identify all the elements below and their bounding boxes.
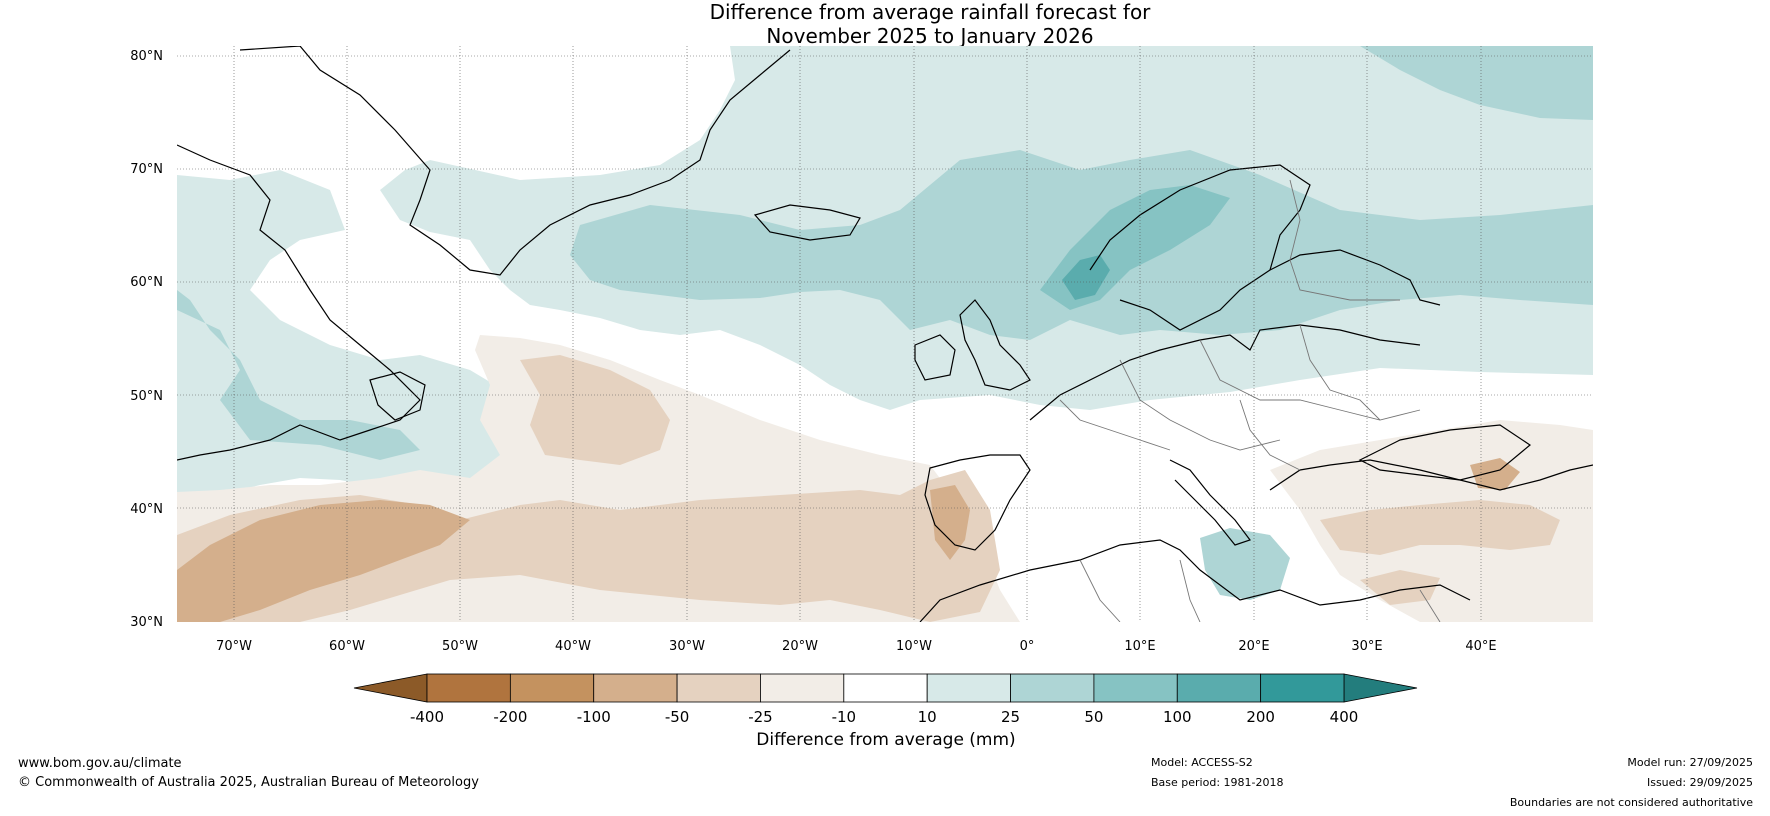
colorbar-tick-label: 50 bbox=[1084, 708, 1103, 726]
wet-region-mediterranean bbox=[1200, 528, 1290, 600]
lon-label: 40°E bbox=[1465, 639, 1496, 654]
colorbar-max-arrow bbox=[1343, 673, 1418, 703]
lon-label: 40°W bbox=[555, 639, 591, 654]
colorbar-tick-label: -25 bbox=[748, 708, 773, 726]
lon-label: 10°W bbox=[896, 639, 932, 654]
lon-label: 30°E bbox=[1351, 639, 1382, 654]
black-sea-coast bbox=[1358, 424, 1532, 481]
colorbar-tick-label: -200 bbox=[493, 708, 527, 726]
map-fill-layer bbox=[177, 46, 1593, 622]
colorbar-label: Difference from average (mm) bbox=[756, 730, 1015, 750]
lat-label: 80°N bbox=[130, 49, 163, 64]
europe-coast bbox=[1029, 324, 1421, 421]
dry-region-turkey bbox=[1320, 500, 1560, 555]
colorbar-bin bbox=[593, 673, 678, 703]
footer-issue-info: Model run: 27/09/2025 Issued: 29/09/2025… bbox=[1510, 753, 1753, 813]
greece-turkey-coast bbox=[1269, 459, 1593, 491]
chart-title: Difference from average rainfall forecas… bbox=[0, 0, 1770, 48]
colorbar-bin bbox=[509, 673, 595, 703]
model-run-date: Model run: 27/09/2025 bbox=[1627, 756, 1753, 769]
colorbar-bin bbox=[426, 673, 511, 703]
lon-label: 70°W bbox=[216, 639, 252, 654]
canada-coast bbox=[177, 144, 421, 461]
lon-label: 50°W bbox=[442, 639, 478, 654]
country-borders bbox=[1059, 179, 1441, 622]
dry-region-levant bbox=[1360, 570, 1440, 605]
lat-label: 50°N bbox=[130, 389, 163, 404]
dry-region-central-atlantic bbox=[520, 355, 670, 465]
graticule bbox=[177, 46, 1593, 622]
wet-region-norway-core bbox=[1062, 255, 1110, 300]
lat-label: 60°N bbox=[130, 275, 163, 290]
footer-left: www.bom.gov.au/climate © Commonwealth of… bbox=[18, 754, 479, 792]
colorbar-bin bbox=[1010, 673, 1095, 703]
colorbar-tick-label: -400 bbox=[410, 708, 444, 726]
lat-label: 30°N bbox=[130, 615, 163, 630]
colorbar-bin bbox=[1176, 673, 1262, 703]
colorbar-tick-label: 100 bbox=[1163, 708, 1192, 726]
lon-label: 20°W bbox=[782, 639, 818, 654]
ireland-coast bbox=[914, 334, 956, 381]
uk-coast bbox=[959, 299, 1031, 391]
wet-region-arctic bbox=[1360, 46, 1593, 120]
italy-coast bbox=[1169, 459, 1251, 546]
colorbar-tick-label: 25 bbox=[1001, 708, 1020, 726]
issued-date: Issued: 29/09/2025 bbox=[1646, 776, 1753, 789]
colorbar-min-arrow bbox=[353, 673, 428, 703]
colorbar-tick-label: 400 bbox=[1330, 708, 1359, 726]
colorbar-tick-label: 10 bbox=[918, 708, 937, 726]
title-line-1: Difference from average rainfall forecas… bbox=[709, 0, 1151, 24]
dry-region-iberia bbox=[930, 485, 970, 560]
copyright-text: © Commonwealth of Australia 2025, Austra… bbox=[18, 775, 479, 790]
coastlines bbox=[177, 46, 1593, 622]
finland-coast bbox=[1269, 249, 1441, 306]
iberia-coast bbox=[924, 454, 1031, 551]
colorbar-tick-label: -10 bbox=[832, 708, 857, 726]
colorbar-bin bbox=[926, 673, 1011, 703]
lon-label: 0° bbox=[1020, 639, 1035, 654]
colorbar-bin bbox=[843, 673, 928, 703]
lon-label: 60°W bbox=[329, 639, 365, 654]
greenland-coast bbox=[239, 46, 791, 276]
base-period: Base period: 1981-2018 bbox=[1151, 776, 1284, 789]
colorbar: -400 -200 -100 -50 -25 -10 10 25 50 100 200 400 Dif… bbox=[353, 673, 1418, 750]
model-name: Model: ACCESS-S2 bbox=[1151, 756, 1253, 769]
website-link[interactable]: www.bom.gov.au/climate bbox=[18, 756, 182, 771]
latitude-labels: 80°N 70°N 60°N 50°N 40°N 30°N bbox=[130, 49, 163, 630]
dry-region-west-atlantic bbox=[177, 500, 470, 622]
colorbar-tick-label: -100 bbox=[577, 708, 611, 726]
colorbar-tick-label: -50 bbox=[665, 708, 690, 726]
colorbar-bin bbox=[676, 673, 761, 703]
colorbar-bin bbox=[760, 673, 845, 703]
colorbar-tick-label: 200 bbox=[1246, 708, 1275, 726]
newfoundland-coast bbox=[369, 371, 426, 421]
dry-region-anatolia bbox=[1470, 458, 1520, 490]
lon-label: 10°E bbox=[1124, 639, 1155, 654]
longitude-labels: 70°W 60°W 50°W 40°W 30°W 20°W 10°W 0° 10… bbox=[216, 639, 1497, 654]
iceland-coast bbox=[753, 204, 861, 241]
title-line-2: November 2025 to January 2026 bbox=[766, 24, 1094, 48]
lon-label: 30°W bbox=[669, 639, 705, 654]
scandinavia-coast bbox=[1089, 164, 1311, 331]
lat-label: 40°N bbox=[130, 502, 163, 517]
colorbar-bin bbox=[1260, 673, 1345, 703]
boundaries-disclaimer: Boundaries are not considered authoritat… bbox=[1509, 796, 1753, 809]
colorbar-bin bbox=[1093, 673, 1178, 703]
north-africa-coast bbox=[919, 539, 1471, 622]
wet-region-labrador bbox=[177, 290, 420, 460]
lat-label: 70°N bbox=[130, 162, 163, 177]
footer-model-info: Model: ACCESS-S2 Base period: 1981-2018 bbox=[1151, 753, 1283, 793]
lon-label: 20°E bbox=[1238, 639, 1269, 654]
